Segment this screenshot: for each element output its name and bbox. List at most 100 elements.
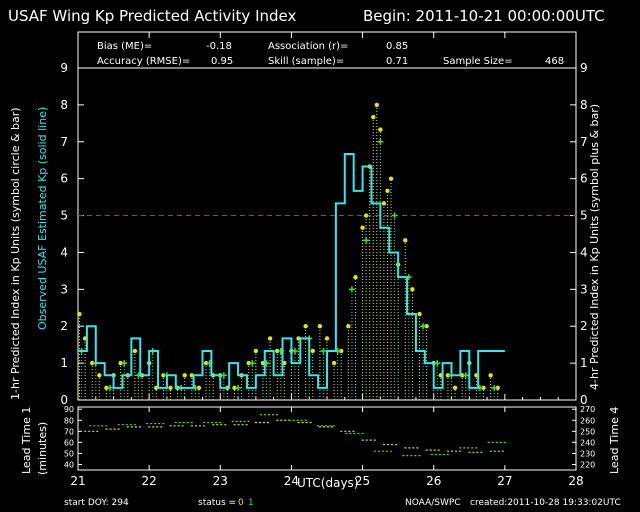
- predicted-1hr-point: [403, 238, 408, 243]
- predicted-1hr-point: [381, 201, 387, 206]
- y-tick-label-right: 2: [580, 319, 588, 333]
- predicted-1hr-point: [161, 373, 166, 378]
- x-tick-label: 27: [497, 474, 512, 488]
- x-tick-label: 26: [426, 474, 441, 488]
- observed-kp-line: [78, 152, 505, 389]
- bias-label: Bias (ME)=: [97, 41, 152, 52]
- predicted-1hr-point: [417, 311, 422, 317]
- y-tick-label-right: 0: [580, 393, 588, 407]
- predicted-1hr-point: [275, 348, 280, 354]
- y-tick-label-left: 7: [60, 135, 68, 149]
- y-tick-label-left: 8: [60, 98, 68, 112]
- predicted-1hr-point: [246, 360, 251, 366]
- predicted-1hr-point: [424, 324, 429, 329]
- predicted-1hr-point: [452, 385, 458, 391]
- lead1-y-tick-label: 50: [64, 449, 74, 458]
- predicted-4hr-point: [377, 138, 384, 145]
- y-tick-label-left: 0: [60, 393, 68, 407]
- predicted-1hr-point: [203, 360, 209, 366]
- predicted-4hr-point: [348, 286, 355, 293]
- y-tick-label-right: 3: [580, 282, 588, 296]
- predicted-1hr-point: [410, 287, 415, 292]
- x-tick-label: 22: [142, 474, 157, 488]
- y-tick-label-left: 4: [60, 245, 68, 259]
- predicted-1hr-point: [104, 385, 109, 391]
- bias-value: -0.18: [206, 41, 232, 52]
- predicted-1hr-point: [371, 114, 376, 120]
- predicted-4hr-point: [391, 212, 398, 219]
- lead4-y-tick-label: 250: [580, 427, 595, 436]
- predicted-4hr-point: [320, 347, 327, 354]
- chart-title: USAF Wing Kp Predicted Activity Index: [8, 7, 296, 25]
- predicted-1hr-point: [267, 336, 273, 341]
- predicted-4hr-point: [363, 237, 370, 244]
- lead1-axis-label: Lead Time 1: [20, 407, 33, 474]
- start-doy: start DOY: 294: [64, 498, 129, 508]
- lead4-y-tick-label: 240: [580, 438, 595, 447]
- x-tick-label: 25: [355, 474, 370, 488]
- status-0: 0: [238, 498, 244, 508]
- predicted-1hr-point: [118, 360, 123, 366]
- lead1-y-tick-label: 60: [64, 438, 74, 447]
- predicted-1hr-point: [168, 385, 173, 391]
- lead4-y-tick-label: 260: [580, 416, 595, 425]
- y-axis-label-4hr: 4-hr Predicted Index in Kp Units (symbol…: [588, 104, 601, 390]
- predicted-1hr-point: [97, 373, 102, 378]
- predicted-1hr-point: [339, 348, 344, 354]
- predicted-4hr-point: [220, 372, 227, 379]
- predicted-1hr-point: [360, 225, 365, 230]
- predicted-1hr-point: [331, 360, 337, 366]
- predicted-1hr-point: [385, 188, 390, 194]
- y-tick-label-left: 3: [60, 282, 68, 296]
- assoc-value: 0.85: [386, 41, 408, 52]
- predicted-1hr-point: [182, 373, 187, 378]
- y-tick-label-right: 1: [580, 356, 588, 370]
- predicted-1hr-point: [374, 102, 379, 108]
- y-tick-label-left: 2: [60, 319, 68, 333]
- predicted-4hr-point: [249, 360, 256, 367]
- predicted-1hr-point: [310, 348, 315, 354]
- predicted-1hr-point: [132, 348, 138, 354]
- lead1-axis-units: (minutes): [36, 422, 49, 475]
- predicted-4hr-point: [121, 360, 128, 367]
- predicted-1hr-point: [353, 274, 358, 280]
- lead4-y-tick-label: 270: [580, 405, 595, 414]
- predicted-1hr-point: [481, 385, 486, 391]
- lead4-y-tick-label: 220: [580, 460, 595, 469]
- predicted-1hr-point: [488, 373, 493, 378]
- skill-label: Skill (sample)=: [268, 56, 344, 67]
- predicted-4hr-point: [420, 323, 427, 330]
- predicted-1hr-point: [196, 385, 202, 391]
- status-1: 1: [248, 498, 254, 508]
- x-axis-label: UTC(days): [297, 476, 358, 490]
- predicted-1hr-point: [90, 360, 95, 366]
- y-tick-label-left: 6: [60, 172, 68, 186]
- predicted-1hr-point: [495, 385, 500, 391]
- predicted-1hr-point: [317, 324, 323, 329]
- y-tick-label-right: 5: [580, 209, 588, 223]
- status-label: status =: [198, 498, 236, 508]
- y-tick-label-right: 8: [580, 98, 588, 112]
- y-tick-label-left: 1: [60, 356, 68, 370]
- predicted-4hr-point: [491, 384, 498, 391]
- predicted-1hr-point: [346, 324, 351, 329]
- y-axis-label-1hr: 1-hr Predicted Index in Kp Units (symbol…: [9, 107, 22, 400]
- y-tick-label-right: 7: [580, 135, 588, 149]
- y-tick-label-left: 9: [60, 61, 68, 75]
- predicted-1hr-point: [253, 348, 259, 354]
- y-tick-label-right: 9: [580, 61, 588, 75]
- lead4-y-tick-label: 230: [580, 449, 595, 458]
- predicted-1hr-point: [303, 324, 308, 329]
- accuracy-label: Accuracy (RMSE)=: [97, 56, 190, 67]
- x-tick-label: 24: [284, 474, 299, 488]
- lead4-axis-label: Lead Time 4: [608, 407, 621, 474]
- x-tick-label: 28: [568, 474, 583, 488]
- predicted-4hr-point: [462, 372, 469, 379]
- lead1-y-tick-label: 90: [64, 405, 74, 414]
- predicted-4hr-point: [434, 360, 441, 367]
- created: created:2011-10-28 19:33:02UTC: [470, 498, 621, 508]
- skill-value: 0.71: [386, 56, 408, 67]
- predicted-1hr-point: [324, 336, 330, 341]
- predicted-1hr-point: [445, 373, 451, 378]
